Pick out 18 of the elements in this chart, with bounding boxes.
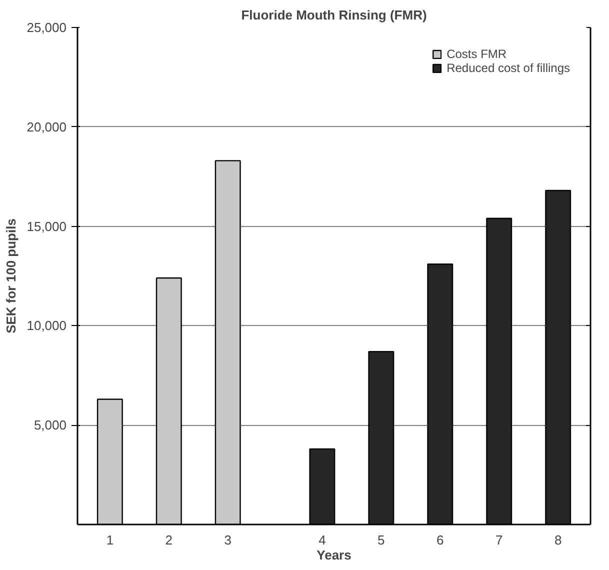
y-tick-label: 20,000 (26, 119, 67, 134)
x-tick-label: 7 (495, 532, 503, 548)
x-tick-label: 8 (554, 532, 562, 548)
y-axis-title: SEK for 100 pupils (4, 218, 19, 334)
y-tick-label: 25,000 (26, 20, 67, 35)
x-tick-label: 1 (106, 532, 114, 548)
chart-title: Fluoride Mouth Rinsing (FMR) (241, 8, 427, 22)
y-tick-label: 10,000 (26, 318, 67, 334)
x-tick-label: 6 (436, 532, 444, 548)
x-tick-label: 2 (165, 532, 173, 548)
y-tick-label: 5,000 (34, 418, 67, 433)
x-tick-label: 4 (318, 532, 326, 548)
x-tick-label: 5 (378, 532, 385, 548)
legend-label: Costs FMR (446, 47, 507, 61)
legend-label: Reduced cost of fillings (446, 61, 570, 75)
y-tick-label: 15,000 (26, 218, 67, 234)
x-axis-title: Years (316, 548, 352, 562)
x-tick-label: 3 (224, 532, 232, 548)
